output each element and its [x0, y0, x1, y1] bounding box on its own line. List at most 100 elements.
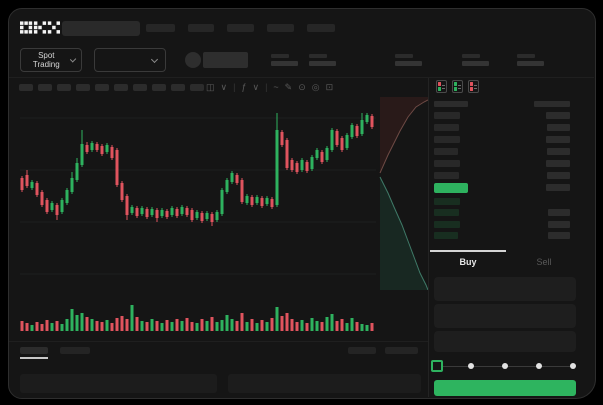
ask-amount-bar [546, 160, 570, 167]
draw-icon[interactable]: ✎ [284, 82, 293, 92]
slider-handle[interactable] [431, 360, 443, 372]
ticker-stat [462, 54, 489, 66]
bottom-action[interactable] [348, 347, 376, 354]
ask-price-bar[interactable] [434, 148, 458, 155]
stat-value-placeholder [462, 61, 489, 66]
trade-input[interactable] [434, 277, 576, 301]
ob-layout-bids-icon[interactable] [452, 80, 463, 93]
slider-stop[interactable] [536, 363, 542, 369]
timeframe-button[interactable] [190, 84, 204, 91]
orderbook-layout-toggles [436, 80, 479, 93]
bottom-tab[interactable] [60, 347, 90, 354]
ob-icon-lines [458, 82, 461, 91]
fullscreen-icon[interactable]: ⊡ [325, 82, 334, 92]
bid-block [454, 87, 457, 91]
nav-item-placeholder[interactable] [267, 24, 294, 32]
slider-stop[interactable] [502, 363, 508, 369]
trade-input[interactable] [434, 331, 576, 352]
market-type-selector[interactable]: Spot Trading [20, 48, 82, 72]
tab-buy[interactable]: Buy [459, 257, 477, 267]
stat-label-placeholder [462, 54, 480, 58]
chevron-down-icon[interactable]: ∨ [220, 82, 228, 92]
depth-chart [379, 97, 428, 290]
bid-price-bar[interactable] [434, 198, 460, 205]
stat-value-placeholder [309, 61, 336, 66]
line [474, 84, 477, 86]
trade-input[interactable] [434, 304, 576, 328]
stat-label-placeholder [271, 54, 289, 58]
search-input[interactable] [62, 21, 140, 36]
ticker-stat [517, 54, 544, 66]
timeframe-button[interactable] [171, 84, 185, 91]
stat-value-placeholder [517, 61, 544, 66]
nav-item-placeholder[interactable] [307, 24, 335, 32]
nav-item-placeholder[interactable] [188, 24, 214, 32]
stat-label-placeholder [309, 54, 327, 58]
ask-price-bar[interactable] [434, 172, 459, 179]
timeframe-button[interactable] [57, 84, 71, 91]
timeframe-button[interactable] [38, 84, 52, 91]
line [458, 87, 461, 89]
candle-style-icon[interactable]: ◫ [206, 82, 215, 92]
tab-sell[interactable]: Sell [536, 257, 552, 267]
buy-submit-button[interactable] [434, 380, 576, 396]
line [474, 87, 477, 89]
ob-icon-rows [438, 82, 441, 91]
ask-price-bar[interactable] [434, 112, 460, 119]
orderbook-amount-header [534, 101, 570, 107]
coin-avatar [185, 52, 201, 68]
settings-icon[interactable]: ◎ [311, 82, 320, 92]
timeframe-button[interactable] [152, 84, 166, 91]
pair-name-placeholder[interactable] [203, 52, 248, 68]
stat-label-placeholder [395, 54, 413, 58]
timeframe-button[interactable] [133, 84, 147, 91]
bid-price-bar[interactable] [434, 231, 458, 239]
ask-block [454, 82, 457, 86]
bottom-panel [228, 374, 421, 393]
ask-block [470, 82, 473, 86]
line-tool-icon[interactable]: ~ [273, 82, 279, 92]
bid-price-bar[interactable] [434, 220, 460, 228]
orderbook-amount-bar [546, 184, 570, 191]
last-price-bar[interactable] [434, 183, 468, 193]
ob-icon-rows [470, 82, 473, 91]
chevron-down-icon[interactable]: ∨ [252, 82, 260, 92]
ask-price-bar[interactable] [434, 136, 460, 143]
line [442, 84, 445, 86]
indicators-icon[interactable]: ƒ [241, 82, 247, 92]
stat-label-placeholder [517, 54, 535, 58]
bid-amount-bar [548, 220, 570, 228]
stat-value-placeholder [395, 61, 422, 66]
bottom-tab[interactable] [20, 347, 48, 354]
timeframe-button[interactable] [76, 84, 90, 91]
bid-amount-bar [548, 231, 570, 239]
ob-layout-both-icon[interactable] [436, 80, 447, 93]
timeframe-button[interactable] [95, 84, 109, 91]
bid-block [470, 87, 473, 91]
ask-amount-bar [547, 172, 570, 179]
ask-price-bar[interactable] [434, 124, 459, 131]
ask-amount-bar [546, 136, 570, 143]
bottom-tab-indicator [20, 357, 48, 359]
timeframe-button[interactable] [19, 84, 33, 91]
pair-selector[interactable] [94, 48, 166, 72]
timeframe-button[interactable] [114, 84, 128, 91]
bottom-action[interactable] [385, 347, 418, 354]
camera-icon[interactable]: ⊙ [298, 82, 306, 92]
nav-item-placeholder[interactable] [146, 24, 175, 32]
slider-stop[interactable] [570, 363, 576, 369]
okx-logo [20, 21, 60, 34]
ob-layout-asks-icon[interactable] [468, 80, 479, 93]
stat-value-placeholder [271, 61, 298, 66]
divider: | [233, 82, 236, 92]
bid-price-bar[interactable] [434, 209, 459, 217]
slider-stop[interactable] [468, 363, 474, 369]
bid-amount-bar [548, 209, 570, 217]
top-nav [146, 24, 335, 32]
divider [428, 78, 429, 397]
nav-item-placeholder[interactable] [227, 24, 254, 32]
ask-price-bar[interactable] [434, 160, 460, 167]
ticker-stat [309, 54, 336, 66]
chart-tools: ◫ ∨ | ƒ ∨ | ~ ✎ ⊙ ◎ ⊡ [206, 80, 333, 94]
